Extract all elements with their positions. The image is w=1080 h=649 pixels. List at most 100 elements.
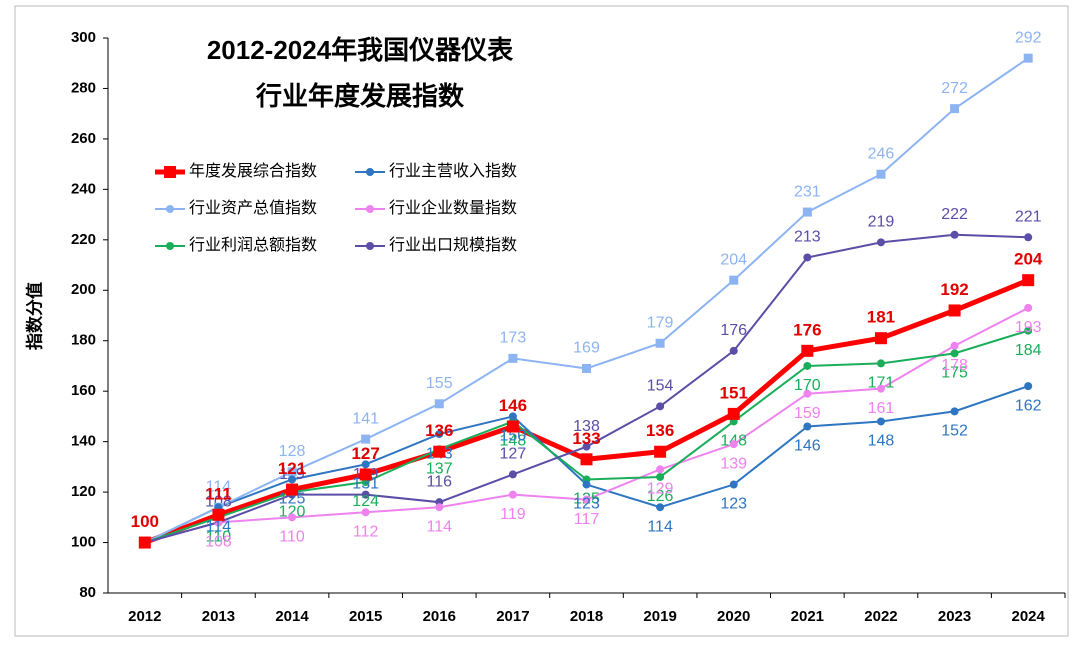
legend-label: 行业主营收入指数 xyxy=(389,162,517,180)
marker xyxy=(582,442,591,451)
data-label: 161 xyxy=(868,400,895,417)
marker xyxy=(656,402,665,411)
marker xyxy=(876,417,885,426)
data-label: 133 xyxy=(572,429,600,448)
y-tick-label: 220 xyxy=(71,231,96,248)
marker xyxy=(1024,382,1033,391)
marker xyxy=(506,420,519,433)
marker xyxy=(656,503,665,512)
data-label: 159 xyxy=(794,405,821,422)
marker xyxy=(802,207,812,217)
data-label: 221 xyxy=(1015,209,1042,226)
legend-label: 行业出口规模指数 xyxy=(389,236,517,254)
data-label: 148 xyxy=(868,433,895,450)
data-label: 120 xyxy=(279,503,306,520)
marker xyxy=(876,384,885,393)
y-tick-label: 140 xyxy=(71,433,96,450)
marker xyxy=(1023,53,1033,63)
marker xyxy=(729,480,738,489)
data-label: 119 xyxy=(500,506,526,523)
data-label: 111 xyxy=(205,484,232,503)
data-label: 146 xyxy=(794,438,821,455)
x-tick-label: 2014 xyxy=(275,608,309,625)
legend-marker xyxy=(366,242,374,250)
marker xyxy=(950,341,959,350)
marker xyxy=(582,363,591,373)
marker xyxy=(434,399,444,409)
data-label: 100 xyxy=(131,512,159,531)
data-label: 246 xyxy=(868,145,895,162)
data-label: 127 xyxy=(500,446,527,463)
marker xyxy=(729,275,739,285)
data-label: 141 xyxy=(352,410,379,427)
data-label: 231 xyxy=(794,183,821,200)
legend-marker xyxy=(166,242,174,250)
marker xyxy=(580,453,593,466)
marker xyxy=(361,460,370,469)
data-label: 184 xyxy=(1015,342,1042,359)
data-label: 136 xyxy=(425,421,453,440)
marker xyxy=(508,412,517,421)
marker xyxy=(803,389,812,398)
x-tick-label: 2019 xyxy=(643,608,676,625)
data-label: 138 xyxy=(573,418,600,435)
data-label: 110 xyxy=(206,529,232,546)
data-label: 137 xyxy=(426,460,453,477)
data-label: 175 xyxy=(941,365,968,382)
data-label: 176 xyxy=(793,320,821,339)
x-tick-label: 2017 xyxy=(496,608,529,625)
data-label: 213 xyxy=(794,229,821,246)
data-label: 125 xyxy=(279,491,306,508)
marker xyxy=(361,490,370,499)
marker xyxy=(508,470,517,479)
marker xyxy=(1024,303,1033,312)
marker xyxy=(874,332,887,345)
legend-marker xyxy=(366,205,374,213)
y-axis-label: 指数分值 xyxy=(24,282,44,350)
marker xyxy=(286,483,299,496)
data-label: 114 xyxy=(206,518,232,535)
marker xyxy=(582,480,591,489)
y-tick-label: 300 xyxy=(71,29,96,46)
marker xyxy=(876,238,885,247)
marker xyxy=(876,359,885,368)
data-label: 222 xyxy=(941,206,968,223)
marker xyxy=(582,495,591,504)
y-tick-label: 100 xyxy=(71,534,96,551)
legend-label: 年度发展综合指数 xyxy=(189,162,317,180)
marker xyxy=(1022,274,1035,287)
marker xyxy=(138,536,151,549)
marker xyxy=(656,465,665,474)
data-label: 192 xyxy=(940,280,968,299)
data-label: 108 xyxy=(205,534,232,551)
data-label: 179 xyxy=(647,314,674,331)
marker xyxy=(435,430,444,439)
marker xyxy=(435,503,444,512)
data-label: 121 xyxy=(278,459,306,478)
data-label: 204 xyxy=(720,251,747,268)
data-label: 127 xyxy=(351,444,379,463)
y-tick-label: 200 xyxy=(71,281,96,298)
data-label: 117 xyxy=(574,511,600,528)
x-tick-label: 2012 xyxy=(128,608,161,625)
marker xyxy=(1024,233,1033,242)
legend-label: 行业企业数量指数 xyxy=(389,199,517,217)
marker xyxy=(950,104,960,114)
data-label: 146 xyxy=(499,396,527,415)
marker xyxy=(876,169,886,179)
x-tick-label: 2015 xyxy=(349,608,382,625)
data-label: 178 xyxy=(941,357,968,374)
marker xyxy=(803,253,812,262)
data-label: 204 xyxy=(1014,250,1043,269)
y-tick-label: 260 xyxy=(71,130,96,147)
y-tick-label: 240 xyxy=(71,180,96,197)
data-label: 169 xyxy=(573,340,600,357)
data-label: 114 xyxy=(427,518,453,535)
marker xyxy=(361,508,370,517)
data-label: 154 xyxy=(647,378,674,395)
data-label: 193 xyxy=(1015,319,1042,336)
data-label: 162 xyxy=(1015,397,1042,414)
data-label: 151 xyxy=(720,383,748,402)
data-label: 131 xyxy=(352,476,379,493)
